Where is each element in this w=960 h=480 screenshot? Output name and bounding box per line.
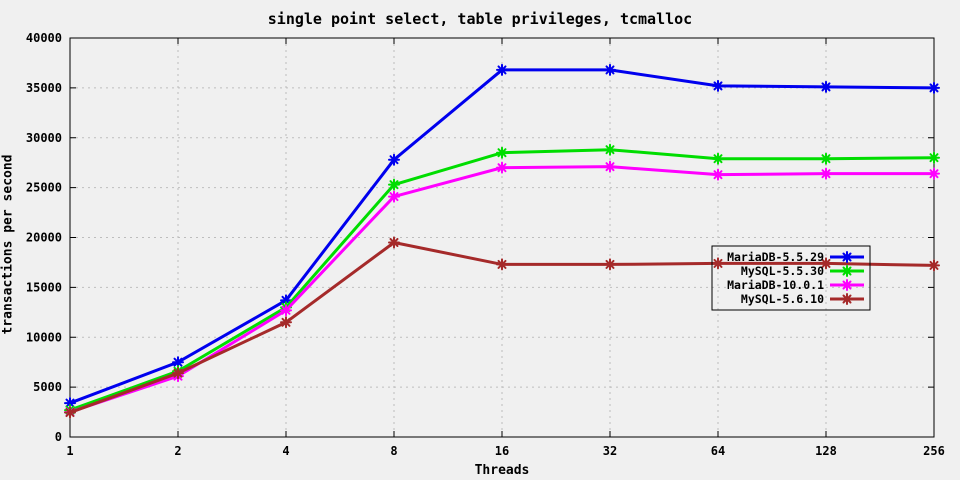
data-point-marker — [841, 293, 853, 305]
data-point-marker — [841, 251, 853, 263]
data-point-marker — [496, 146, 508, 159]
legend-label-MySQL-5.6.10: MySQL-5.6.10 — [741, 292, 824, 306]
data-point-marker — [928, 81, 940, 94]
data-point-marker — [280, 316, 292, 329]
data-point-marker — [604, 143, 616, 156]
data-point-marker — [64, 406, 76, 419]
y-tick-label: 5000 — [33, 380, 62, 394]
x-tick-label: 32 — [603, 444, 617, 458]
x-axis-label: Threads — [474, 463, 530, 478]
data-point-marker — [388, 153, 400, 166]
y-tick-label: 0 — [55, 430, 62, 444]
x-tick-label: 8 — [390, 444, 397, 458]
chart-title: single point select, table privileges, t… — [267, 10, 693, 28]
data-point-marker — [712, 257, 724, 270]
data-point-marker — [388, 178, 400, 191]
y-tick-label: 30000 — [26, 131, 62, 145]
data-point-marker — [712, 168, 724, 181]
data-point-marker — [496, 161, 508, 174]
data-point-marker — [928, 167, 940, 180]
y-tick-label: 25000 — [26, 181, 62, 195]
data-point-marker — [64, 397, 76, 410]
x-tick-label: 64 — [711, 444, 725, 458]
legend-label-MariaDB-10.0.1: MariaDB-10.0.1 — [727, 278, 824, 292]
data-point-marker — [820, 152, 832, 165]
data-point-marker — [820, 167, 832, 180]
x-tick-label: 1 — [66, 444, 73, 458]
data-point-marker — [820, 80, 832, 93]
data-point-marker — [712, 79, 724, 92]
data-point-marker — [712, 152, 724, 165]
data-point-marker — [928, 151, 940, 164]
data-point-marker — [841, 265, 853, 277]
legend-label-MySQL-5.5.30: MySQL-5.5.30 — [741, 264, 824, 278]
data-point-marker — [280, 304, 292, 317]
y-tick-label: 10000 — [26, 330, 62, 344]
x-tick-label: 128 — [815, 444, 837, 458]
legend-label-MariaDB-5.5.29: MariaDB-5.5.29 — [727, 250, 824, 264]
x-tick-label: 4 — [282, 444, 289, 458]
data-point-marker — [928, 259, 940, 272]
data-point-marker — [280, 294, 292, 307]
x-tick-label: 16 — [495, 444, 509, 458]
x-tick-label: 2 — [174, 444, 181, 458]
y-tick-label: 20000 — [26, 231, 62, 245]
data-point-marker — [604, 160, 616, 173]
x-tick-label: 256 — [923, 444, 945, 458]
data-point-marker — [841, 279, 853, 291]
y-tick-label: 15000 — [26, 280, 62, 294]
y-axis-label: transactions per second — [0, 154, 16, 335]
data-point-marker — [604, 63, 616, 76]
y-tick-label: 35000 — [26, 81, 62, 95]
data-point-marker — [496, 63, 508, 76]
data-point-marker — [172, 367, 184, 380]
data-point-marker — [496, 258, 508, 271]
y-tick-label: 40000 — [26, 31, 62, 45]
data-point-marker — [604, 258, 616, 271]
data-point-marker — [388, 236, 400, 249]
legend-box — [711, 245, 871, 311]
data-point-marker — [820, 257, 832, 270]
data-point-marker — [388, 190, 400, 203]
data-point-marker — [172, 356, 184, 369]
